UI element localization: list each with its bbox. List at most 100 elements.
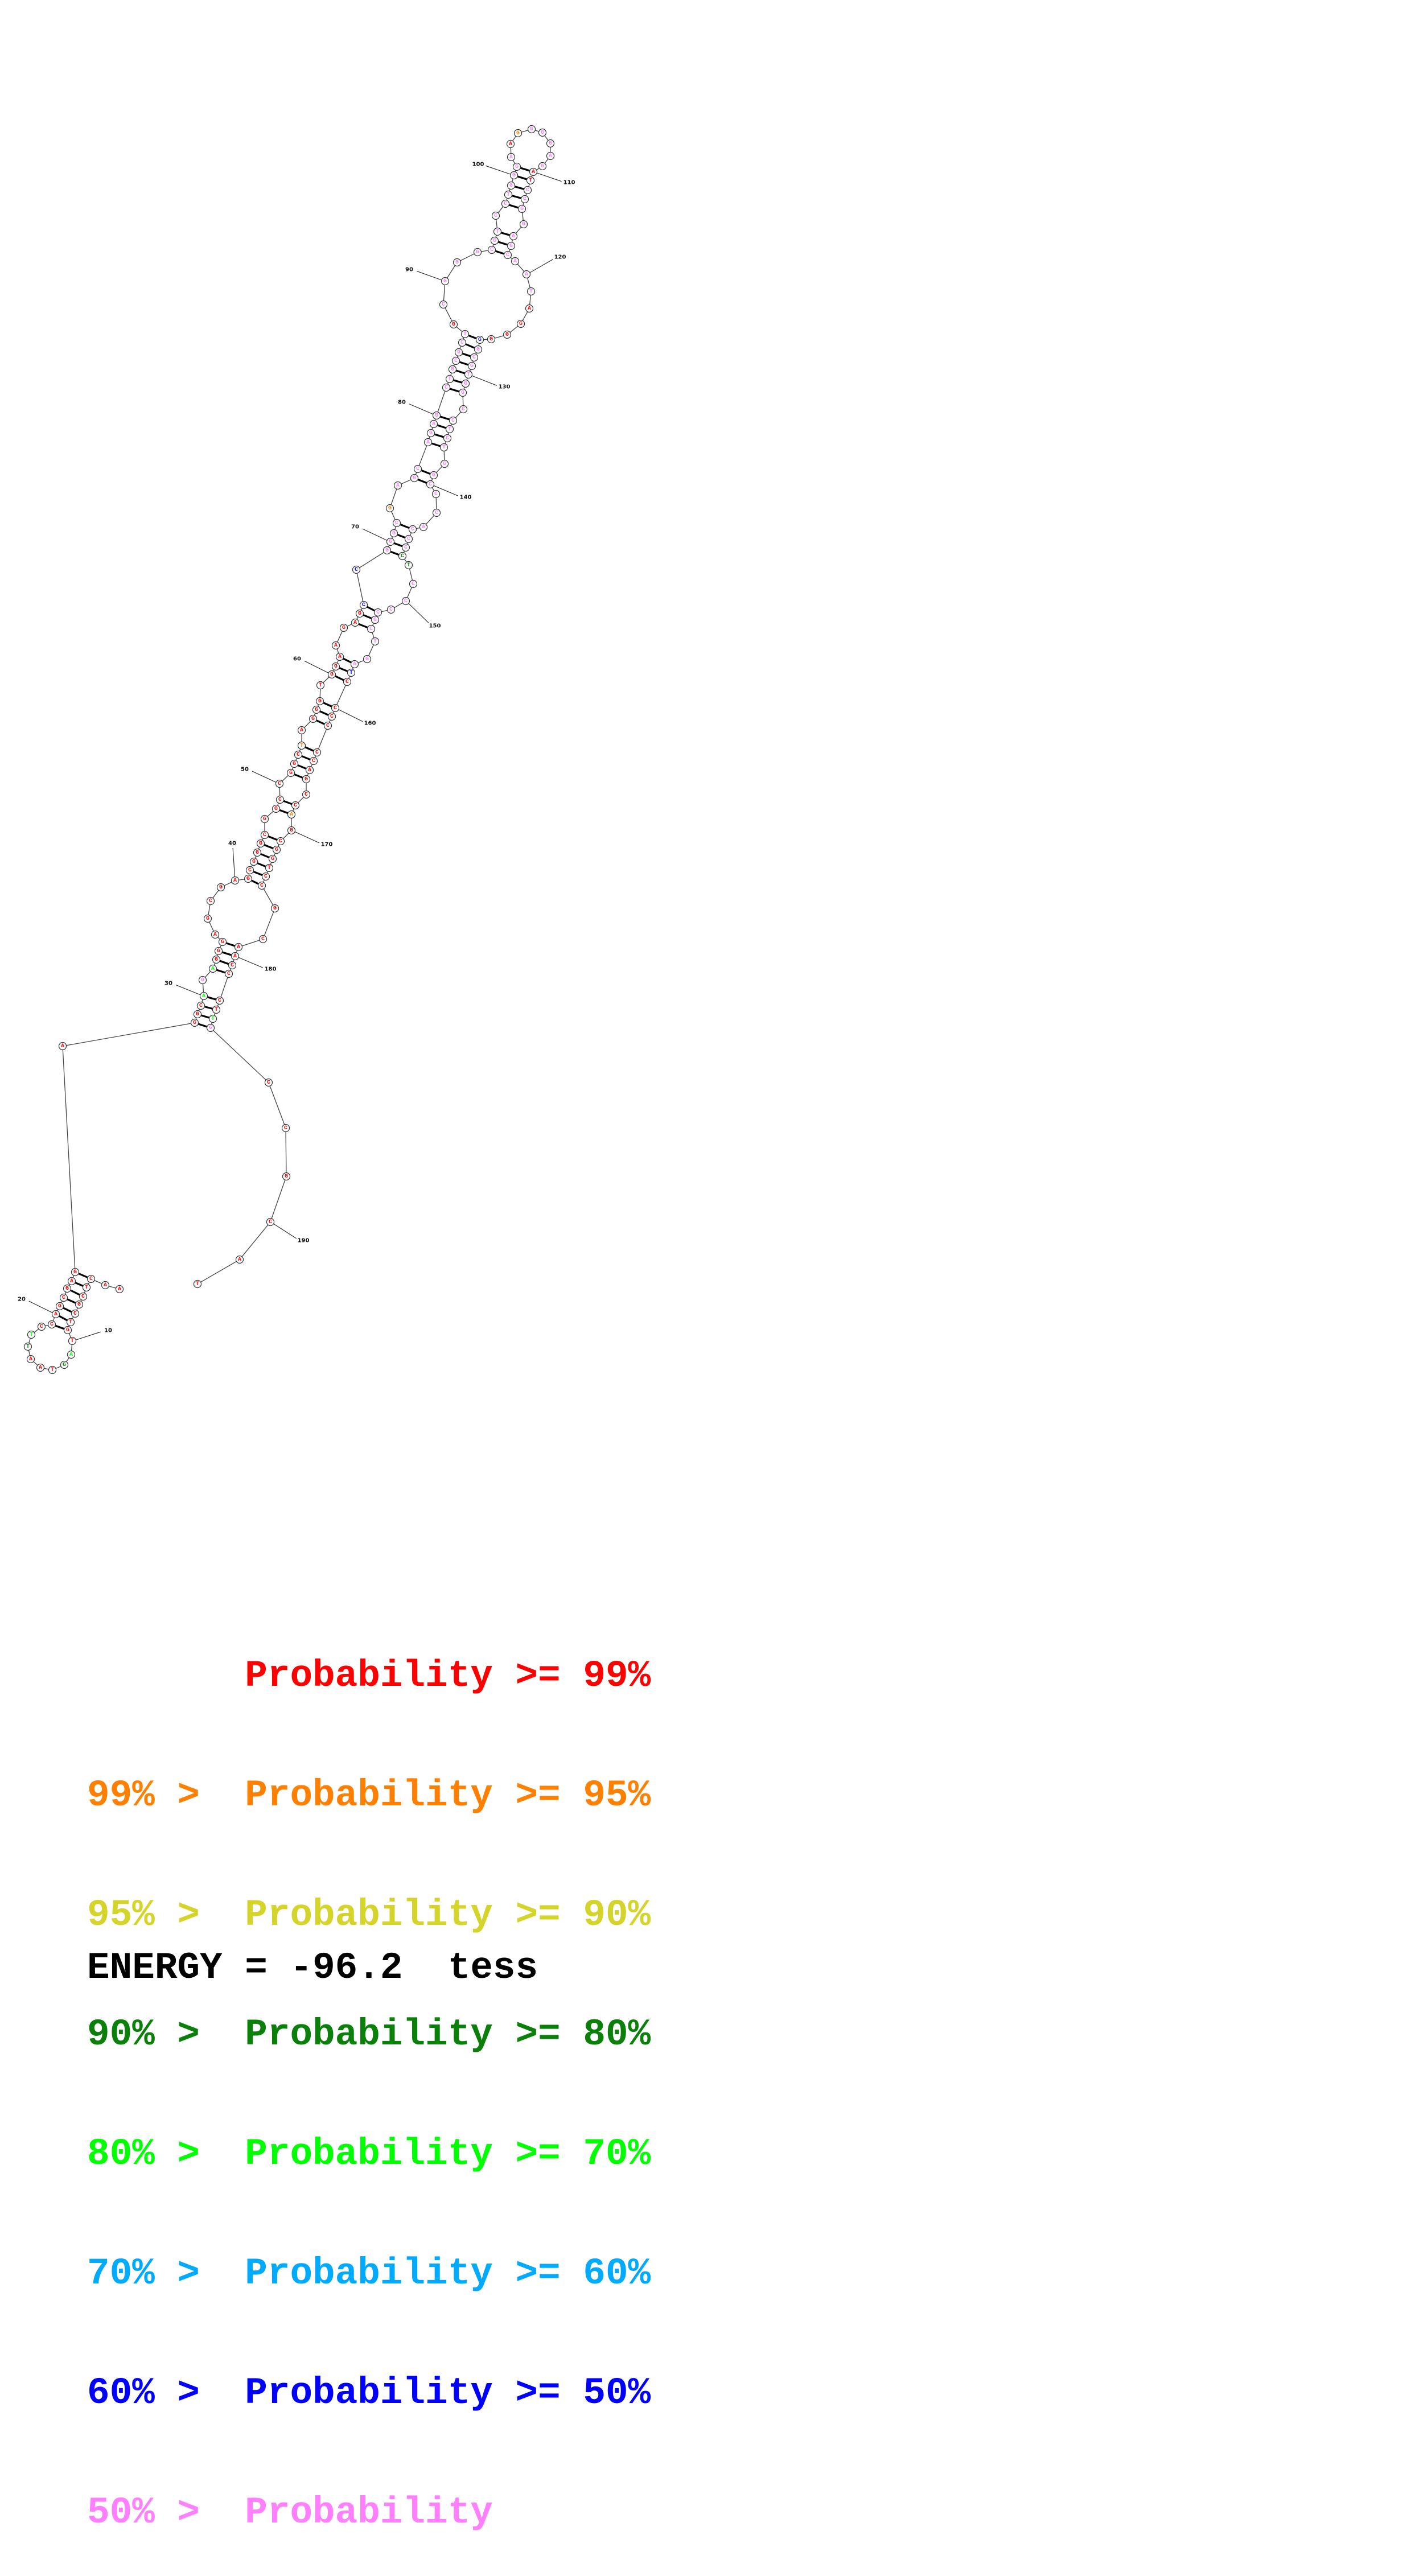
nucleotide: A (332, 642, 340, 649)
nucleotide: G (199, 977, 207, 984)
position-label: 80 (398, 400, 406, 406)
nucleotide: G (459, 389, 467, 397)
nucleotide: A (37, 1364, 44, 1372)
nucleotide-letter: G (275, 847, 278, 853)
nucleotide: A (236, 1256, 244, 1264)
nucleotide-letter: C (62, 1295, 65, 1301)
backbone-segment (523, 312, 528, 321)
nucleotide: G (517, 320, 525, 328)
base-pair-bond (501, 233, 510, 235)
nucleotide: G (433, 412, 441, 419)
nucleotide-letter: G (290, 828, 293, 834)
nucleotide: C (276, 780, 283, 788)
backbone-segment (338, 631, 343, 642)
legend-label: Probability (245, 2252, 493, 2295)
nucleotide-letter: A (353, 620, 357, 626)
nucleotide-letter: T (196, 1281, 199, 1287)
backbone-segment (298, 797, 304, 803)
nucleotide: C (524, 187, 532, 194)
nucleotide-letter: G (219, 884, 223, 891)
nucleotide: G (356, 610, 364, 618)
nucleotide-letter: G (259, 841, 262, 847)
nucleotide-letter: G (515, 164, 519, 170)
legend-prefix: 99% > (87, 1777, 223, 1814)
backbone-segment (516, 227, 521, 233)
base-pair-bond (226, 943, 235, 946)
backbone-segment (445, 308, 452, 321)
nucleotide-letter: T (26, 1344, 30, 1350)
nucleotide-letter: G (385, 548, 389, 554)
nucleotide-letter: T (349, 670, 353, 676)
nucleotide: C (265, 1079, 273, 1087)
nucleotide-letter: G (358, 611, 361, 617)
nucleotide: G (316, 698, 324, 705)
legend-prefix: 80% > (87, 2135, 223, 2173)
nucleotide-letter: G (512, 172, 516, 179)
backbone-segment (349, 676, 350, 678)
backbone-segment (109, 1286, 116, 1288)
backbone-segment (337, 660, 338, 663)
nucleotide: A (200, 993, 208, 1000)
backbone (28, 130, 550, 1369)
legend-suffix: >= 99% (516, 1655, 651, 1697)
backbone-segment (372, 632, 374, 638)
base-pair-bond (257, 863, 266, 866)
nucleotide-letter: A (290, 812, 293, 818)
nucleotide-letter: C (199, 1003, 203, 1009)
position-label: 60 (293, 656, 301, 662)
nucleotide-letter: C (218, 998, 221, 1004)
nucleotide: A (394, 482, 402, 489)
backbone-segment (238, 879, 244, 880)
nucleotide: C (504, 252, 512, 259)
nucleotide: C (282, 1125, 290, 1132)
backbone-segment (202, 999, 203, 1002)
nucleotide-letter: C (355, 567, 358, 573)
legend-row: 95% > Probability >= 90% (87, 1896, 651, 1934)
numbering-tick (305, 661, 328, 673)
nucleotide: C (310, 758, 318, 765)
nucleotide-letter: G (443, 278, 447, 285)
nucleotide-letter: T (529, 178, 532, 184)
legend-row: Probability >= 99% (87, 1657, 651, 1695)
nucleotide: G (213, 956, 220, 964)
nucleotide: G (454, 259, 461, 266)
nucleotide-letter: A (202, 993, 205, 999)
legend-suffix: >= 80% (516, 2013, 651, 2056)
nucleotide: T (405, 562, 413, 569)
base-pair-bond (450, 389, 459, 392)
nucleotide-letter: G (334, 664, 338, 670)
nucleotide: G (515, 130, 522, 137)
legend-label: Probability (245, 2133, 493, 2175)
nucleotide: C (332, 705, 339, 712)
nucleotide: C (225, 970, 233, 978)
backbone-segment (305, 722, 311, 728)
nucleotide-letter: C (278, 797, 282, 803)
legend-label: Probability (245, 2372, 493, 2414)
nucleotide-letter: T (407, 562, 410, 569)
nucleotide-letter: A (69, 1352, 73, 1358)
backbone-segment (391, 489, 397, 505)
nucleotide-letter: G (217, 948, 220, 954)
nucleotide: A (523, 271, 530, 278)
backbone-segment (419, 446, 426, 466)
nucleotide: G (287, 769, 295, 777)
numbering-tick (238, 957, 263, 968)
nucleotide-letter: G (373, 617, 377, 623)
nucleotide: C (80, 1293, 87, 1301)
nucleotide: G (245, 875, 252, 883)
nucleotide-letter: C (445, 385, 448, 391)
base-pair-bond (468, 335, 476, 338)
nucleotide: G (441, 460, 449, 468)
legend-prefix: 70% > (87, 2255, 223, 2293)
nucleotide: A (68, 1351, 75, 1359)
backbone-segment (220, 945, 221, 948)
nucleotide-letter: T (529, 289, 533, 295)
nucleotide: G (257, 840, 265, 847)
nucleotide: G (504, 331, 511, 339)
nucleotide-letter: G (293, 761, 296, 767)
nucleotide-letter: G (520, 206, 524, 212)
nucleotide: G (387, 538, 394, 546)
nucleotide-letter: C (504, 201, 507, 207)
base-pair-bond (363, 615, 372, 618)
nucleotide-letter: G (73, 1269, 77, 1275)
